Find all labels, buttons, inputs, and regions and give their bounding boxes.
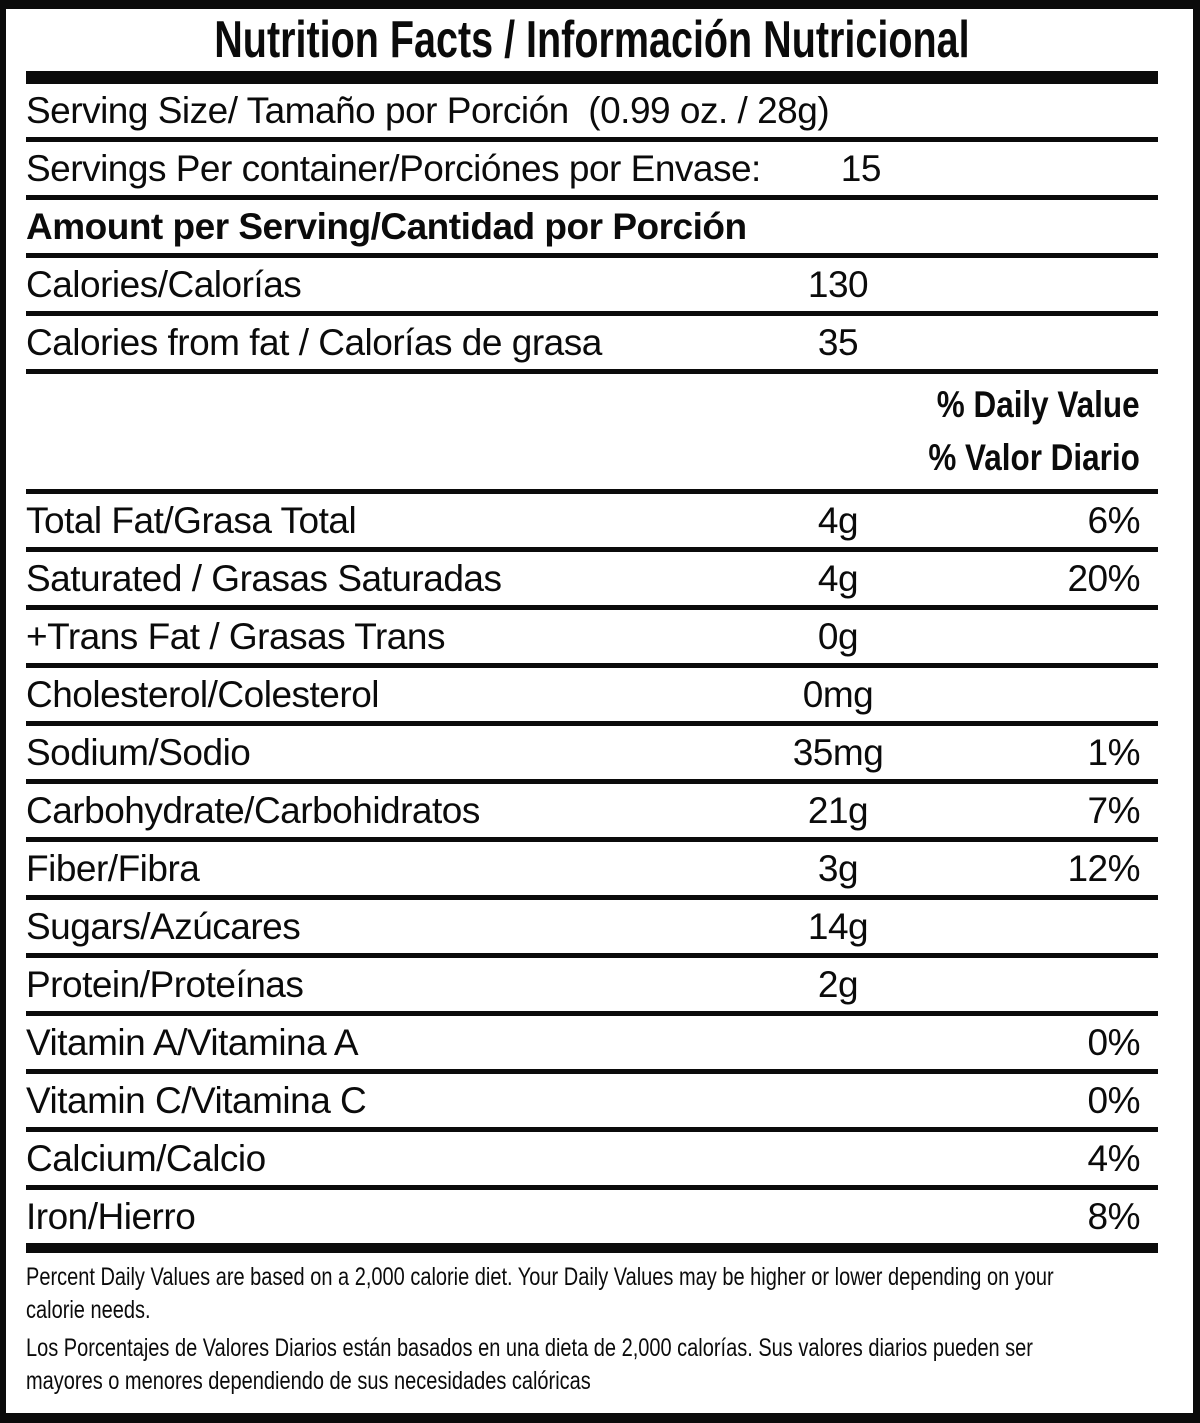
footer-separator-bar: [26, 1243, 1158, 1253]
row-trans-fat: +Trans Fat / Grasas Trans 0g: [26, 610, 1158, 668]
calories-value: 130: [807, 263, 869, 305]
carbohydrate-value: 21g: [807, 789, 869, 831]
row-calories-from-fat: Calories from fat / Calorías de grasa 35: [26, 316, 1158, 374]
vitamin-c-pct: 0%: [1087, 1079, 1141, 1121]
calcium-label: Calcium/Calcio: [26, 1137, 266, 1179]
cholesterol-value: 0mg: [802, 673, 874, 715]
fiber-value: 3g: [817, 847, 859, 889]
calories-from-fat-value: 35: [817, 321, 859, 363]
daily-value-header: % Daily Value % Valor Diario: [26, 374, 1158, 494]
row-fiber: Fiber/Fibra 3g 12%: [26, 842, 1158, 900]
footnote-es-line-text: mayores o menores dependiendo de sus nec…: [26, 1367, 591, 1395]
saturated-fat-value: 4g: [817, 557, 859, 599]
calcium-pct: 4%: [1087, 1137, 1141, 1179]
servings-per-container-label: Servings Per container/Porciónes por Env…: [26, 147, 761, 189]
sodium-label: Sodium/Sodio: [26, 731, 251, 773]
footnote-en-line: calorie needs.: [26, 1294, 1158, 1327]
footnote-english: Percent Daily Values are based on a 2,00…: [26, 1261, 1158, 1327]
total-fat-label: Total Fat/Grasa Total: [26, 499, 357, 541]
row-total-fat: Total Fat/Grasa Total 4g 6%: [26, 494, 1158, 552]
footnote-es-line: mayores o menores dependiendo de sus nec…: [26, 1365, 1158, 1398]
protein-value: 2g: [817, 963, 859, 1005]
vitamin-c-label: Vitamin C/Vitamina C: [26, 1079, 367, 1121]
footnote-es-line: Los Porcentajes de Valores Diarios están…: [26, 1332, 1158, 1365]
sodium-value: 35mg: [792, 731, 884, 773]
sugars-label: Sugars/Azúcares: [26, 905, 301, 947]
total-fat-value: 4g: [817, 499, 859, 541]
row-iron: Iron/Hierro 8%: [26, 1190, 1158, 1243]
saturated-fat-pct: 20%: [1067, 557, 1140, 599]
row-protein: Protein/Proteínas 2g: [26, 958, 1158, 1016]
protein-label: Protein/Proteínas: [26, 963, 304, 1005]
row-calories: Calories/Calorías 130: [26, 258, 1158, 316]
footnote-spanish: Los Porcentajes de Valores Diarios están…: [26, 1332, 1158, 1398]
footnotes: Percent Daily Values are based on a 2,00…: [26, 1253, 1158, 1398]
row-carbohydrate: Carbohydrate/Carbohidratos 21g 7%: [26, 784, 1158, 842]
calories-from-fat-label: Calories from fat / Calorías de grasa: [26, 321, 602, 363]
trans-fat-value: 0g: [817, 615, 859, 657]
row-amount-per-serving: Amount per Serving/Cantidad por Porción: [26, 200, 1158, 258]
iron-pct: 8%: [1087, 1195, 1141, 1237]
fiber-label: Fiber/Fibra: [26, 847, 200, 889]
row-vitamin-c: Vitamin C/Vitamina C 0%: [26, 1074, 1158, 1132]
carbohydrate-label: Carbohydrate/Carbohidratos: [26, 789, 480, 831]
fiber-pct: 12%: [1067, 847, 1140, 889]
vitamin-a-pct: 0%: [1087, 1021, 1141, 1063]
total-fat-pct: 6%: [1087, 499, 1141, 541]
footnote-es-line-text: Los Porcentajes de Valores Diarios están…: [26, 1334, 1033, 1362]
row-serving-size: Serving Size/ Tamaño por Porción (0.99 o…: [26, 84, 1158, 142]
label-title: Nutrition Facts / Información Nutriciona…: [214, 11, 970, 69]
row-cholesterol: Cholesterol/Colesterol 0mg: [26, 668, 1158, 726]
row-calcium: Calcium/Calcio 4%: [26, 1132, 1158, 1190]
serving-info-section: Serving Size/ Tamaño por Porción (0.99 o…: [26, 84, 1158, 374]
daily-value-header-en: % Daily Value: [937, 384, 1140, 426]
cholesterol-label: Cholesterol/Colesterol: [26, 673, 380, 715]
footnote-en-line-text: Percent Daily Values are based on a 2,00…: [26, 1263, 1054, 1291]
nutrients-section: Total Fat/Grasa Total 4g 6% Saturated / Gra…: [26, 494, 1158, 1243]
saturated-fat-label: Saturated / Grasas Saturadas: [26, 557, 502, 599]
carbohydrate-pct: 7%: [1087, 789, 1141, 831]
amount-per-serving-label: Amount per Serving/Cantidad por Porción: [26, 205, 747, 247]
footnote-en-line: Percent Daily Values are based on a 2,00…: [26, 1261, 1158, 1294]
row-saturated-fat: Saturated / Grasas Saturadas 4g 20%: [26, 552, 1158, 610]
serving-size-label: Serving Size/ Tamaño por Porción (0.99 o…: [26, 89, 830, 131]
iron-label: Iron/Hierro: [26, 1195, 196, 1237]
row-servings-per-container: Servings Per container/Porciónes por Env…: [26, 142, 1158, 200]
row-sugars: Sugars/Azúcares 14g: [26, 900, 1158, 958]
footnote-en-line-text: calorie needs.: [26, 1296, 151, 1324]
title-separator-bar: [26, 71, 1158, 84]
vitamin-a-label: Vitamin A/Vitamina A: [26, 1021, 359, 1063]
row-sodium: Sodium/Sodio 35mg 1%: [26, 726, 1158, 784]
trans-fat-label: +Trans Fat / Grasas Trans: [26, 615, 445, 657]
daily-value-header-es: % Valor Diario: [928, 436, 1140, 478]
label-header: Nutrition Facts / Información Nutriciona…: [26, 9, 1158, 71]
row-vitamin-a: Vitamin A/Vitamina A 0%: [26, 1016, 1158, 1074]
sodium-pct: 1%: [1087, 731, 1141, 773]
calories-label: Calories/Calorías: [26, 263, 302, 305]
servings-per-container-value: 15: [840, 147, 882, 189]
sugars-value: 14g: [807, 905, 869, 947]
